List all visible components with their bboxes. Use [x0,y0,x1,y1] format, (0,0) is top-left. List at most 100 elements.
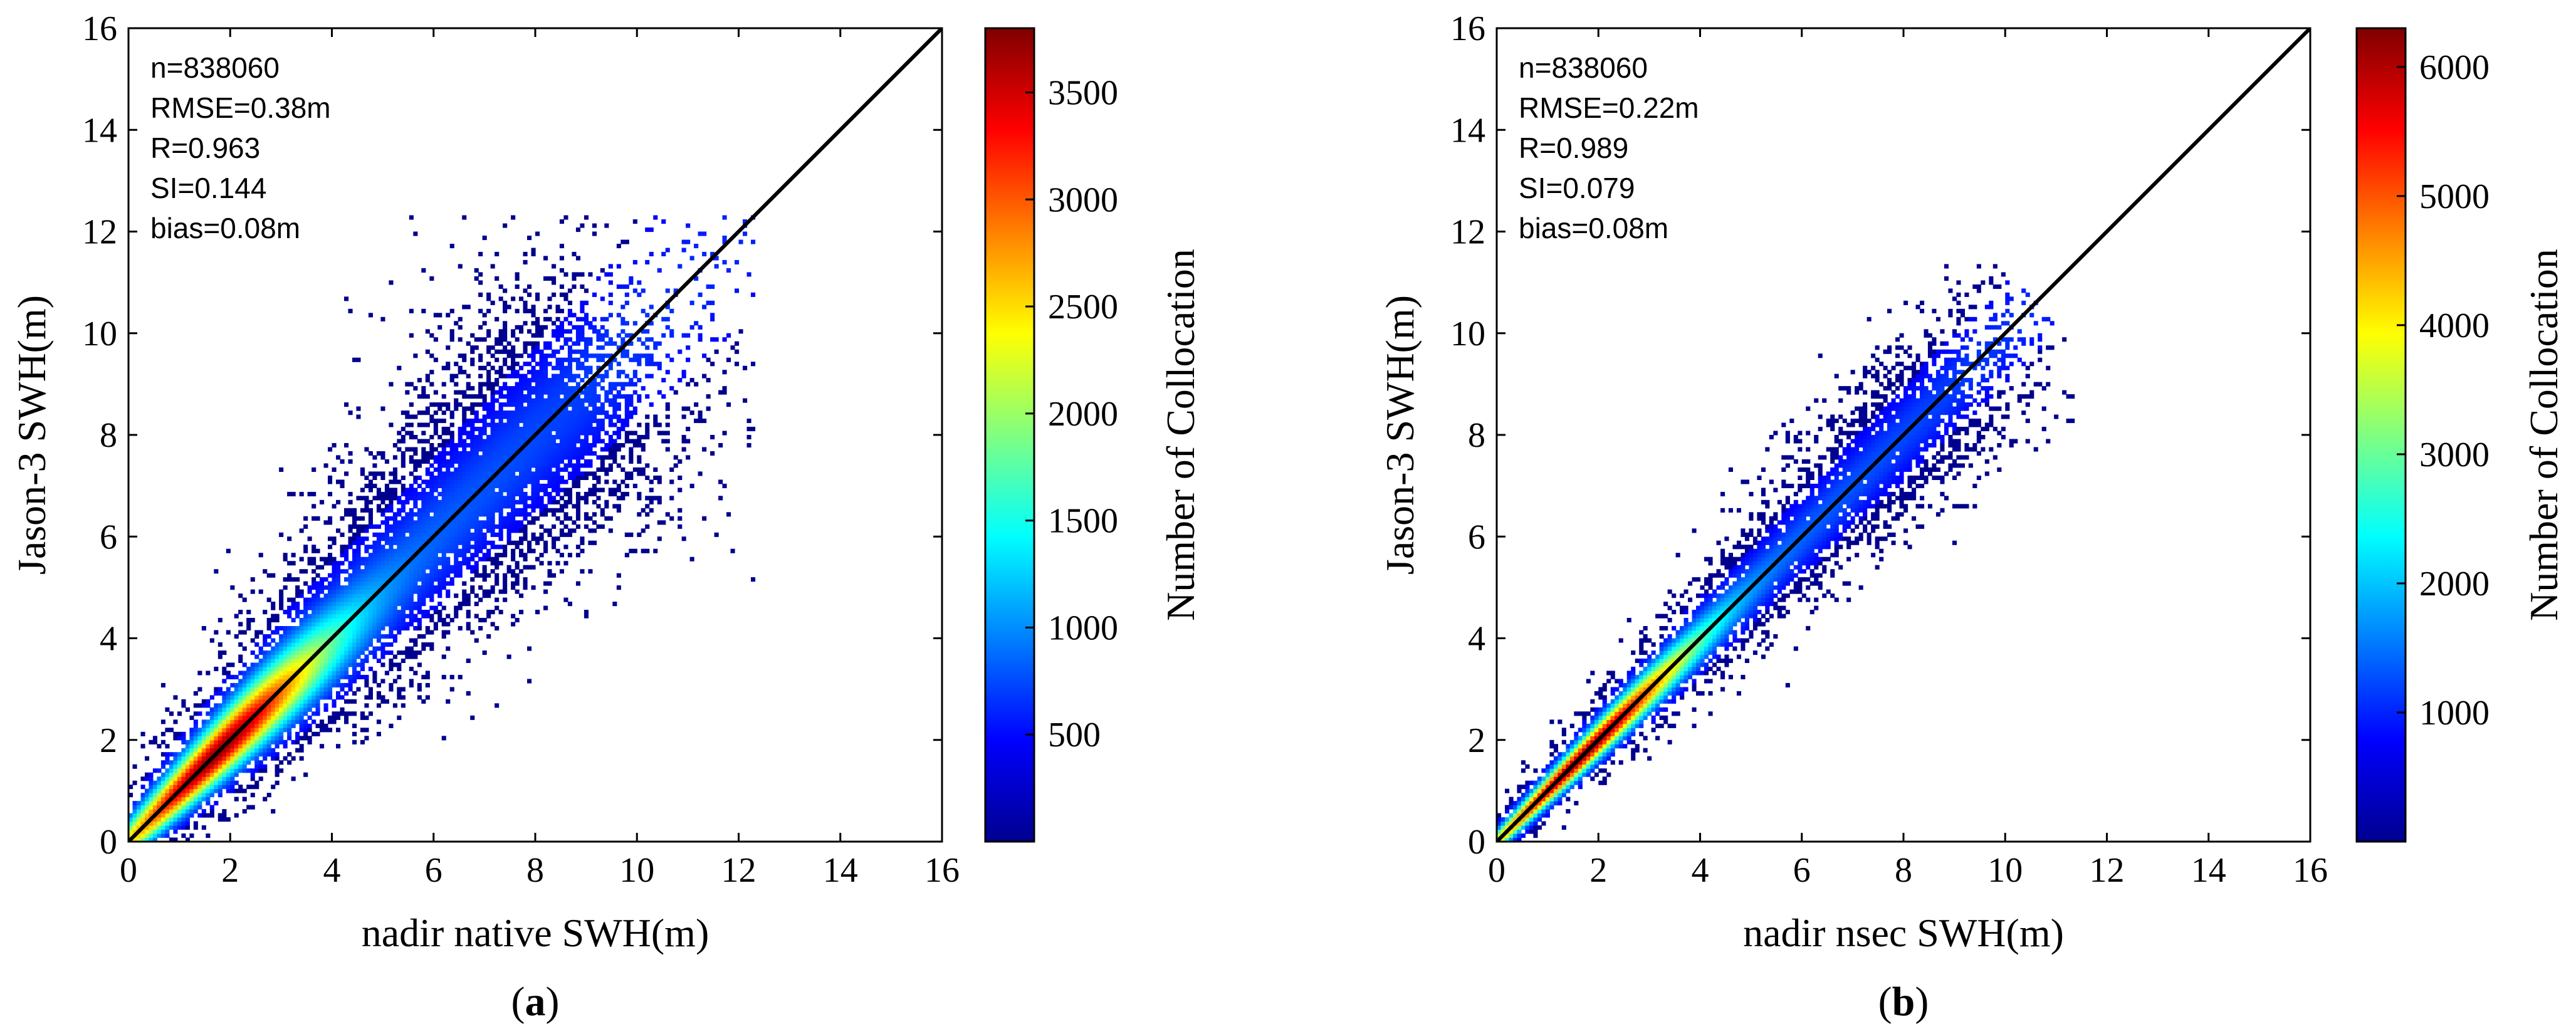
density-cell [523,496,528,501]
density-cell [669,329,674,334]
density-cell [340,483,345,488]
density-cell [449,581,454,586]
density-cell [535,422,540,427]
density-cell [446,479,451,484]
density-cell [555,333,560,338]
density-cell [506,491,511,496]
density-cell [392,634,397,639]
density-cell [332,605,337,610]
density-cell [409,488,414,493]
density-cell [405,654,410,659]
density-cell [429,382,434,387]
density-cell [596,475,601,480]
density-cell [177,796,182,802]
density-cell [555,451,560,456]
density-cell [653,345,658,350]
density-cell [160,796,165,802]
density-cell [543,488,548,493]
density-cell [506,536,511,541]
density-cell [531,496,536,501]
density-cell [653,467,658,472]
density-cell [320,614,325,619]
density-cell [552,264,557,269]
density-cell [454,496,459,501]
density-cell [449,565,454,570]
density-cell [559,414,564,419]
density-cell [320,671,325,676]
density-cell [620,455,626,460]
density-cell [413,504,418,509]
density-cell [462,556,467,561]
density-cell [503,337,508,342]
density-cell [320,638,325,643]
density-cell [645,259,650,264]
density-cell [592,329,597,334]
density-cell [482,545,487,550]
density-cell [511,516,516,521]
density-cell [612,439,617,444]
density-cell [328,605,333,610]
density-cell [462,532,467,537]
density-cell [389,662,394,667]
density-cell [312,671,317,676]
density-cell [449,520,454,525]
density-cell [441,556,446,561]
density-cell [495,605,500,610]
density-cell [555,329,560,334]
density-cell [738,329,743,334]
density-cell [384,561,389,566]
density-cell [160,731,165,736]
density-cell [572,398,577,403]
density-cell [157,833,162,838]
density-cell [474,508,479,513]
density-cell [637,362,642,367]
density-cell [356,357,361,362]
density-cell [413,540,418,545]
density-cell [312,682,317,687]
density-cell [519,378,524,383]
density-cell [242,796,247,802]
density-cell [214,687,219,692]
density-cell [421,520,426,525]
density-cell [197,788,202,793]
density-cell [523,499,528,504]
density-cell [307,634,312,639]
density-cell [470,556,475,561]
density-cell [181,817,186,822]
density-cell [222,691,227,696]
density-cell [490,427,495,432]
density-cell [283,756,288,761]
density-cell [527,435,532,440]
density-cell [584,447,589,452]
density-cell [189,748,194,753]
density-cell [620,427,626,432]
density-cell [384,593,389,598]
density-cell [149,801,154,806]
density-cell [535,435,540,440]
density-cell [376,496,381,501]
density-cell [405,524,410,529]
density-cell [185,768,190,773]
density-cell [437,499,442,504]
density-cell [503,504,508,509]
density-cell [637,394,642,399]
density-cell [580,305,585,310]
density-cell [287,536,292,541]
density-cell [567,394,572,399]
density-cell [629,439,634,444]
density-cell [299,556,304,561]
density-cell [405,548,410,553]
density-cell [185,744,190,749]
density-cell [238,715,243,720]
density-cell [580,316,585,321]
density-cell [531,520,536,525]
density-cell [238,610,243,615]
density-cell [563,545,568,550]
density-cell [446,504,451,509]
density-cell [466,561,471,566]
density-cell [217,691,223,696]
density-cell [539,475,544,480]
density-cell [263,695,268,700]
density-cell [523,508,528,513]
density-cell [299,528,304,533]
